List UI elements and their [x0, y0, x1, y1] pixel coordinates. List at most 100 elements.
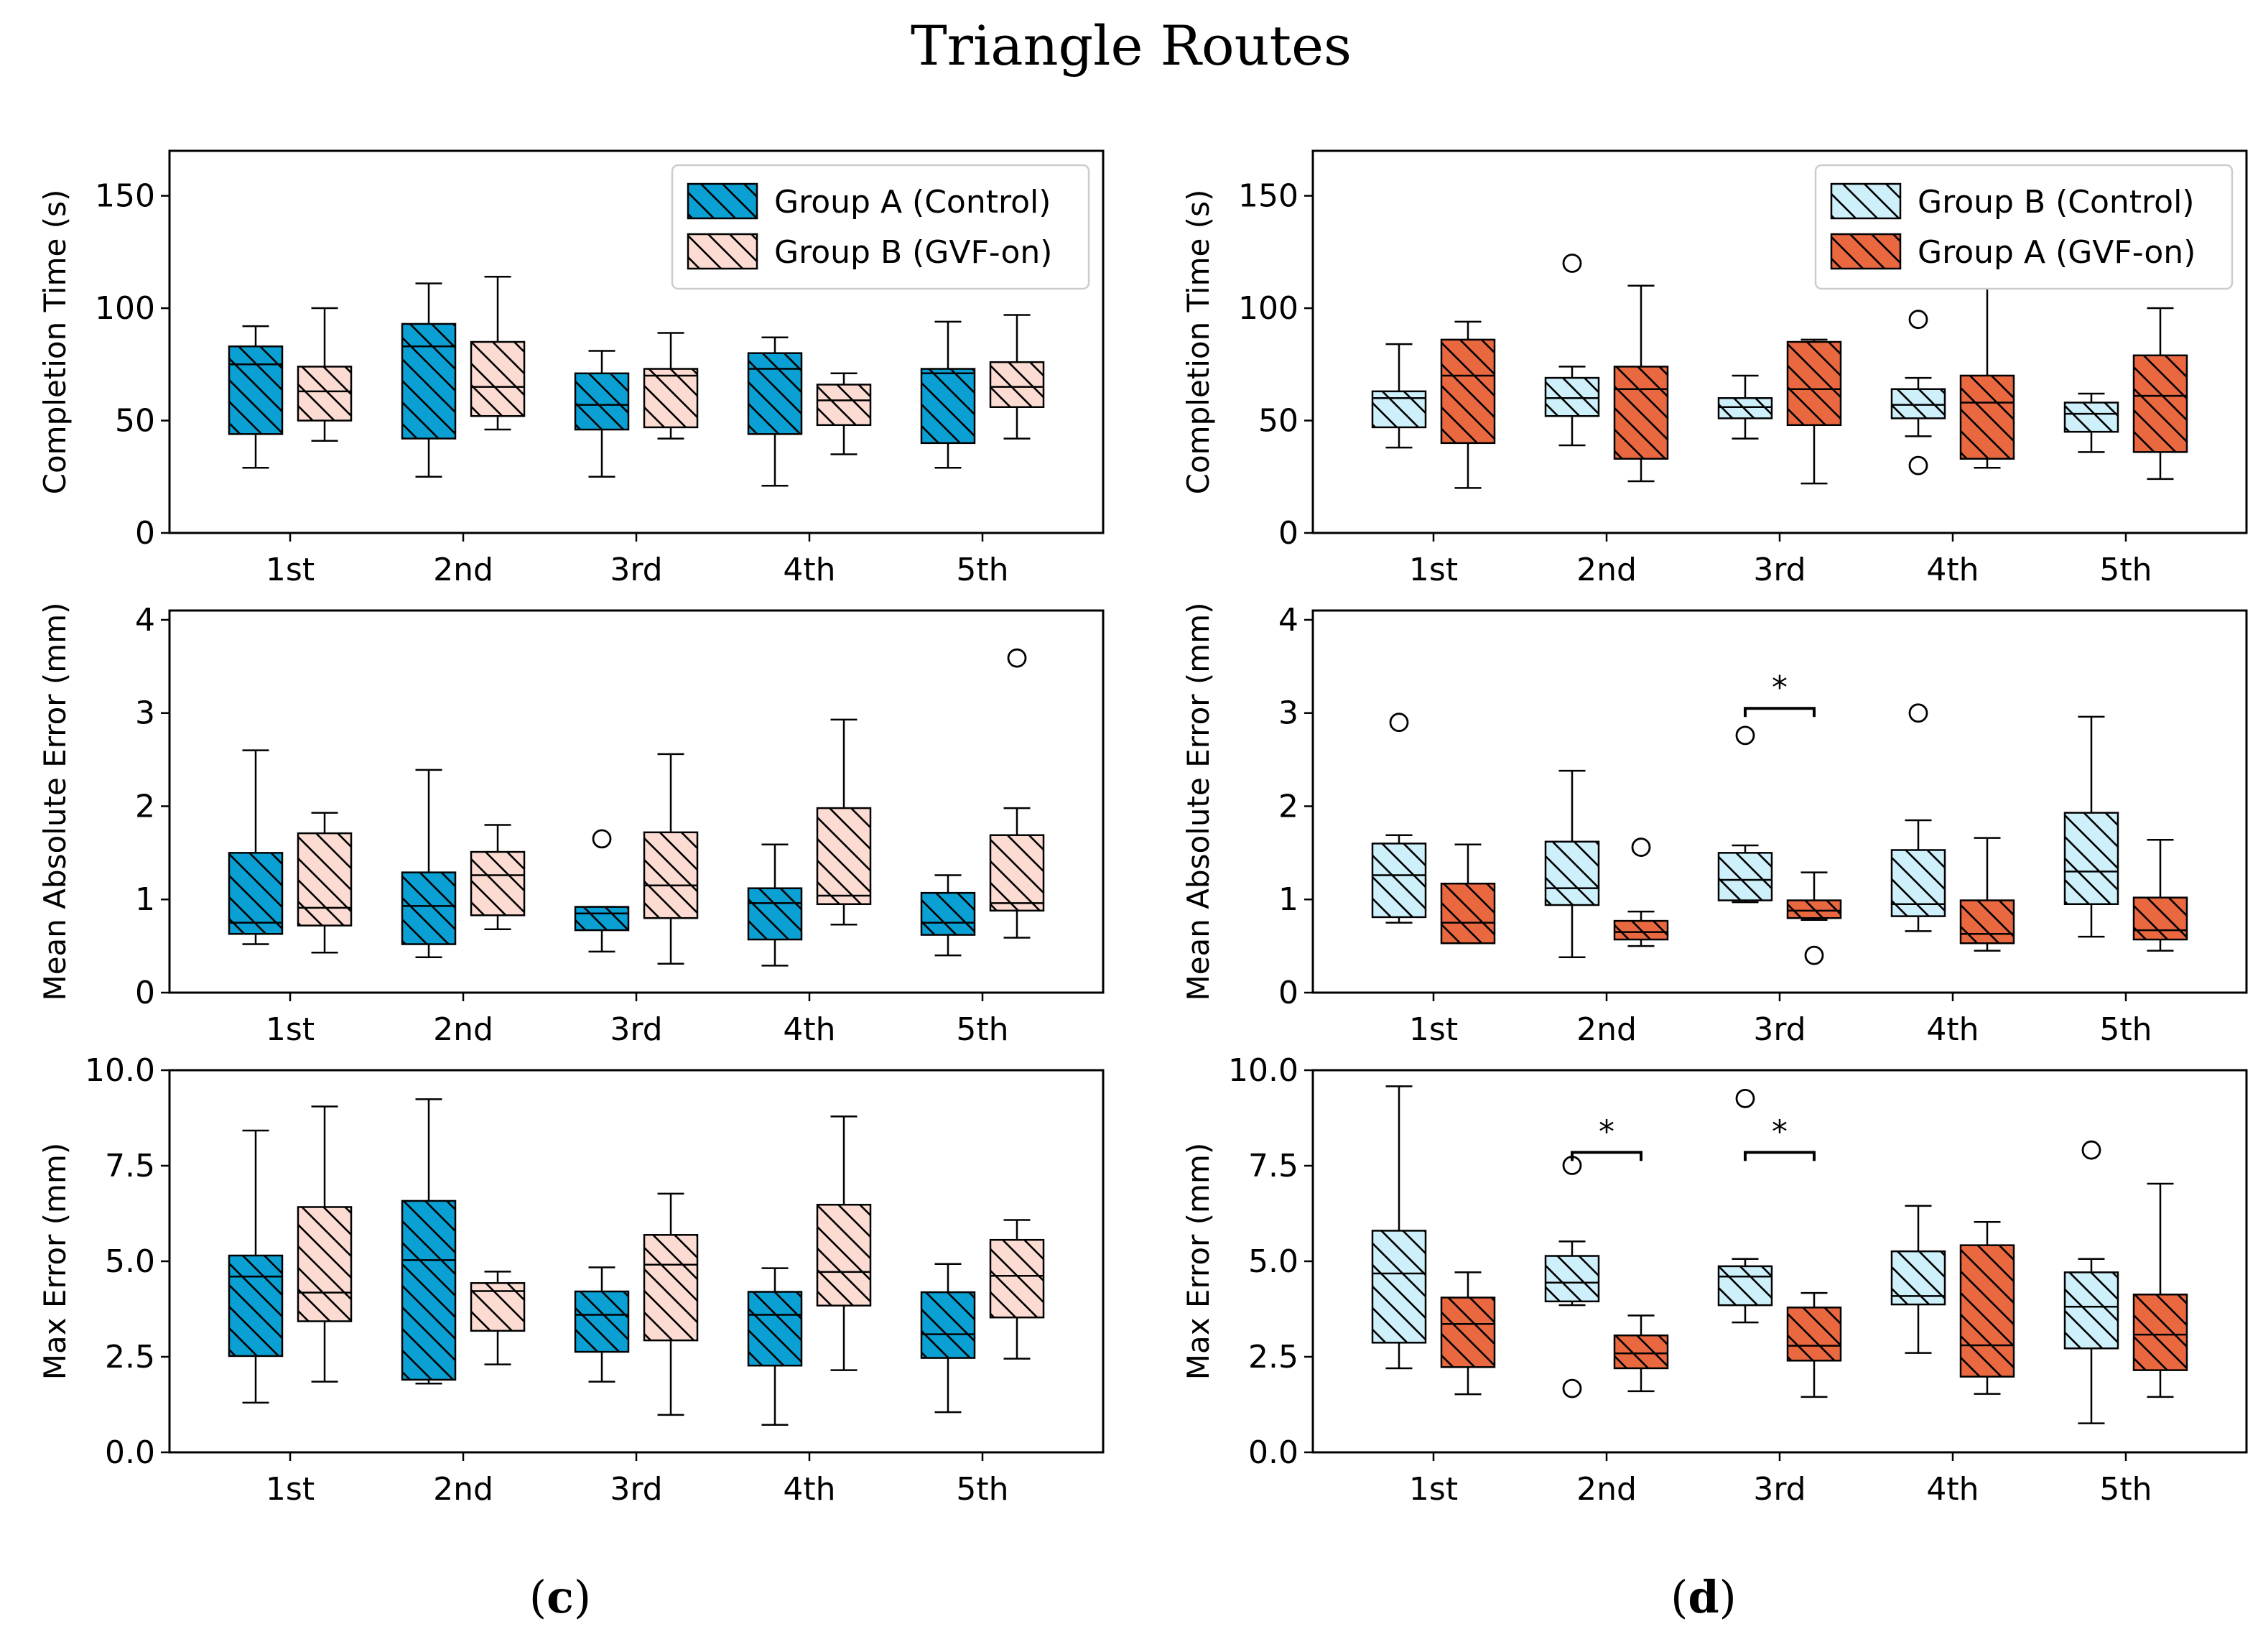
panel-label-d: (d) — [1670, 1571, 1737, 1623]
box-hatch — [229, 853, 282, 934]
box-pink-1st — [297, 812, 353, 954]
x-tick-label: 4th — [1926, 552, 1979, 588]
box-hatch — [402, 323, 455, 439]
y-tick-label: 150 — [1238, 178, 1298, 215]
box-hatch — [990, 362, 1044, 407]
x-tick-label: 2nd — [1576, 552, 1637, 588]
chart-c-max: 0.0 2.5 5.0 7.5 10.0 1st 2nd 3rd 4th 5th Max Error… — [37, 1052, 1105, 1508]
box-pink-3rd — [643, 332, 699, 440]
significance-label: * — [1772, 669, 1788, 706]
box-hatch — [817, 808, 870, 904]
box-blue-2nd — [401, 282, 457, 478]
x-tick-label: 3rd — [1753, 1471, 1806, 1508]
outlier-point — [592, 829, 612, 849]
box-edge — [1544, 1255, 1600, 1303]
box-edge — [1717, 396, 1773, 419]
x-tick-label: 1st — [266, 1011, 315, 1048]
y-tick-label: 2.5 — [105, 1339, 155, 1375]
legend-label: Group B (Control) — [1918, 184, 2195, 221]
box-edge — [747, 1291, 803, 1367]
box-hatch — [1614, 1335, 1668, 1368]
box-hatch — [921, 368, 975, 443]
x-tick-label: 1st — [1409, 1011, 1458, 1048]
box-blue-4th — [747, 1267, 803, 1426]
box-blue-2nd — [401, 769, 457, 958]
x-tick-label: 5th — [956, 1471, 1008, 1508]
box-hatch — [921, 1292, 975, 1358]
box-edge — [2132, 354, 2188, 453]
box-hatch — [1441, 883, 1495, 944]
box-edge — [1959, 1244, 2015, 1378]
box-pink-5th — [989, 648, 1045, 939]
box-hatch — [1372, 391, 1426, 427]
legend-entry: Group B (GVF-on) — [687, 233, 1052, 271]
box-edge — [989, 361, 1045, 409]
box-light_blue-2nd — [1544, 254, 1600, 447]
box-hatch — [575, 1291, 628, 1352]
box-edge — [297, 366, 353, 422]
box-light_blue-4th — [1890, 703, 1946, 932]
outlier-point — [1389, 713, 1409, 733]
outlier-point — [1562, 1378, 1582, 1398]
chart-c-completion: 0 50 100 150 1st 2nd 3rd 4th 5th Completion Time … — [37, 149, 1105, 588]
box-light_blue-3rd — [1717, 374, 1773, 440]
box-edge — [401, 871, 457, 945]
y-tick-label: 0 — [1278, 515, 1298, 552]
box-blue-4th — [747, 843, 803, 967]
box-pink-2nd — [470, 1271, 526, 1365]
box-edge — [1440, 882, 1496, 945]
x-tick-label: 1st — [266, 1471, 315, 1508]
box-hatch — [402, 1200, 455, 1380]
box-pink-3rd — [643, 753, 699, 965]
x-tick-label: 5th — [2099, 552, 2152, 588]
legend-label: Group A (Control) — [774, 184, 1051, 221]
box-blue-1st — [228, 325, 284, 469]
box-edge — [574, 1290, 630, 1353]
box-hatch — [1614, 921, 1668, 940]
significance-bracket — [1571, 1151, 1642, 1161]
panel-label-c: (c) — [529, 1571, 591, 1623]
y-tick-label: 4 — [1278, 602, 1298, 639]
legend-swatch-edge — [687, 233, 758, 270]
box-edge — [228, 852, 284, 935]
box-edge — [297, 1206, 353, 1322]
x-tick-label: 1st — [1409, 1471, 1458, 1508]
y-axis-label: Completion Time (s) — [37, 190, 73, 495]
box-hatch — [748, 353, 801, 435]
box-orange-5th — [2132, 307, 2188, 481]
y-tick-label: 2 — [1278, 788, 1298, 825]
box-edge — [470, 340, 526, 417]
box-edge — [2063, 402, 2119, 433]
box-edge — [747, 887, 803, 941]
x-tick-label: 3rd — [1753, 1011, 1806, 1048]
y-tick-label: 2.5 — [1248, 1339, 1298, 1375]
box-edge — [643, 1234, 699, 1342]
box-hatch — [2134, 355, 2187, 453]
box-pink-2nd — [470, 824, 526, 931]
box-orange-5th — [2132, 838, 2188, 952]
legend-label: Group A (GVF-on) — [1918, 234, 2195, 271]
x-tick-label: 4th — [783, 1011, 835, 1048]
box-orange-3rd — [1786, 871, 1842, 965]
box-hatch — [575, 373, 628, 430]
y-tick-label: 1 — [1278, 881, 1298, 918]
x-tick-label: 4th — [1926, 1011, 1979, 1048]
box-edge — [989, 834, 1045, 912]
box-light_blue-3rd — [1717, 725, 1773, 904]
box-edge — [1371, 1230, 1427, 1344]
box-edge — [920, 368, 976, 445]
box-light_blue-2nd — [1544, 769, 1600, 958]
box-edge — [1440, 338, 1496, 445]
box-orange-3rd — [1786, 338, 1842, 485]
box-light_blue-1st — [1371, 1085, 1427, 1370]
box-hatch — [2134, 1294, 2187, 1370]
legend-swatch-hatch — [688, 184, 757, 218]
significance-label: * — [1599, 1113, 1614, 1150]
box-blue-4th — [747, 336, 803, 487]
chart-d-max: 0.0 2.5 5.0 7.5 10.0 1st 2nd 3rd 4th 5th Max Error… — [1181, 1052, 2248, 1508]
box-edge — [401, 322, 457, 440]
box-edge — [2063, 812, 2119, 905]
x-tick-label: 4th — [1926, 1471, 1979, 1508]
box-hatch — [1719, 853, 1772, 901]
legend-swatch-edge — [1830, 182, 1902, 220]
